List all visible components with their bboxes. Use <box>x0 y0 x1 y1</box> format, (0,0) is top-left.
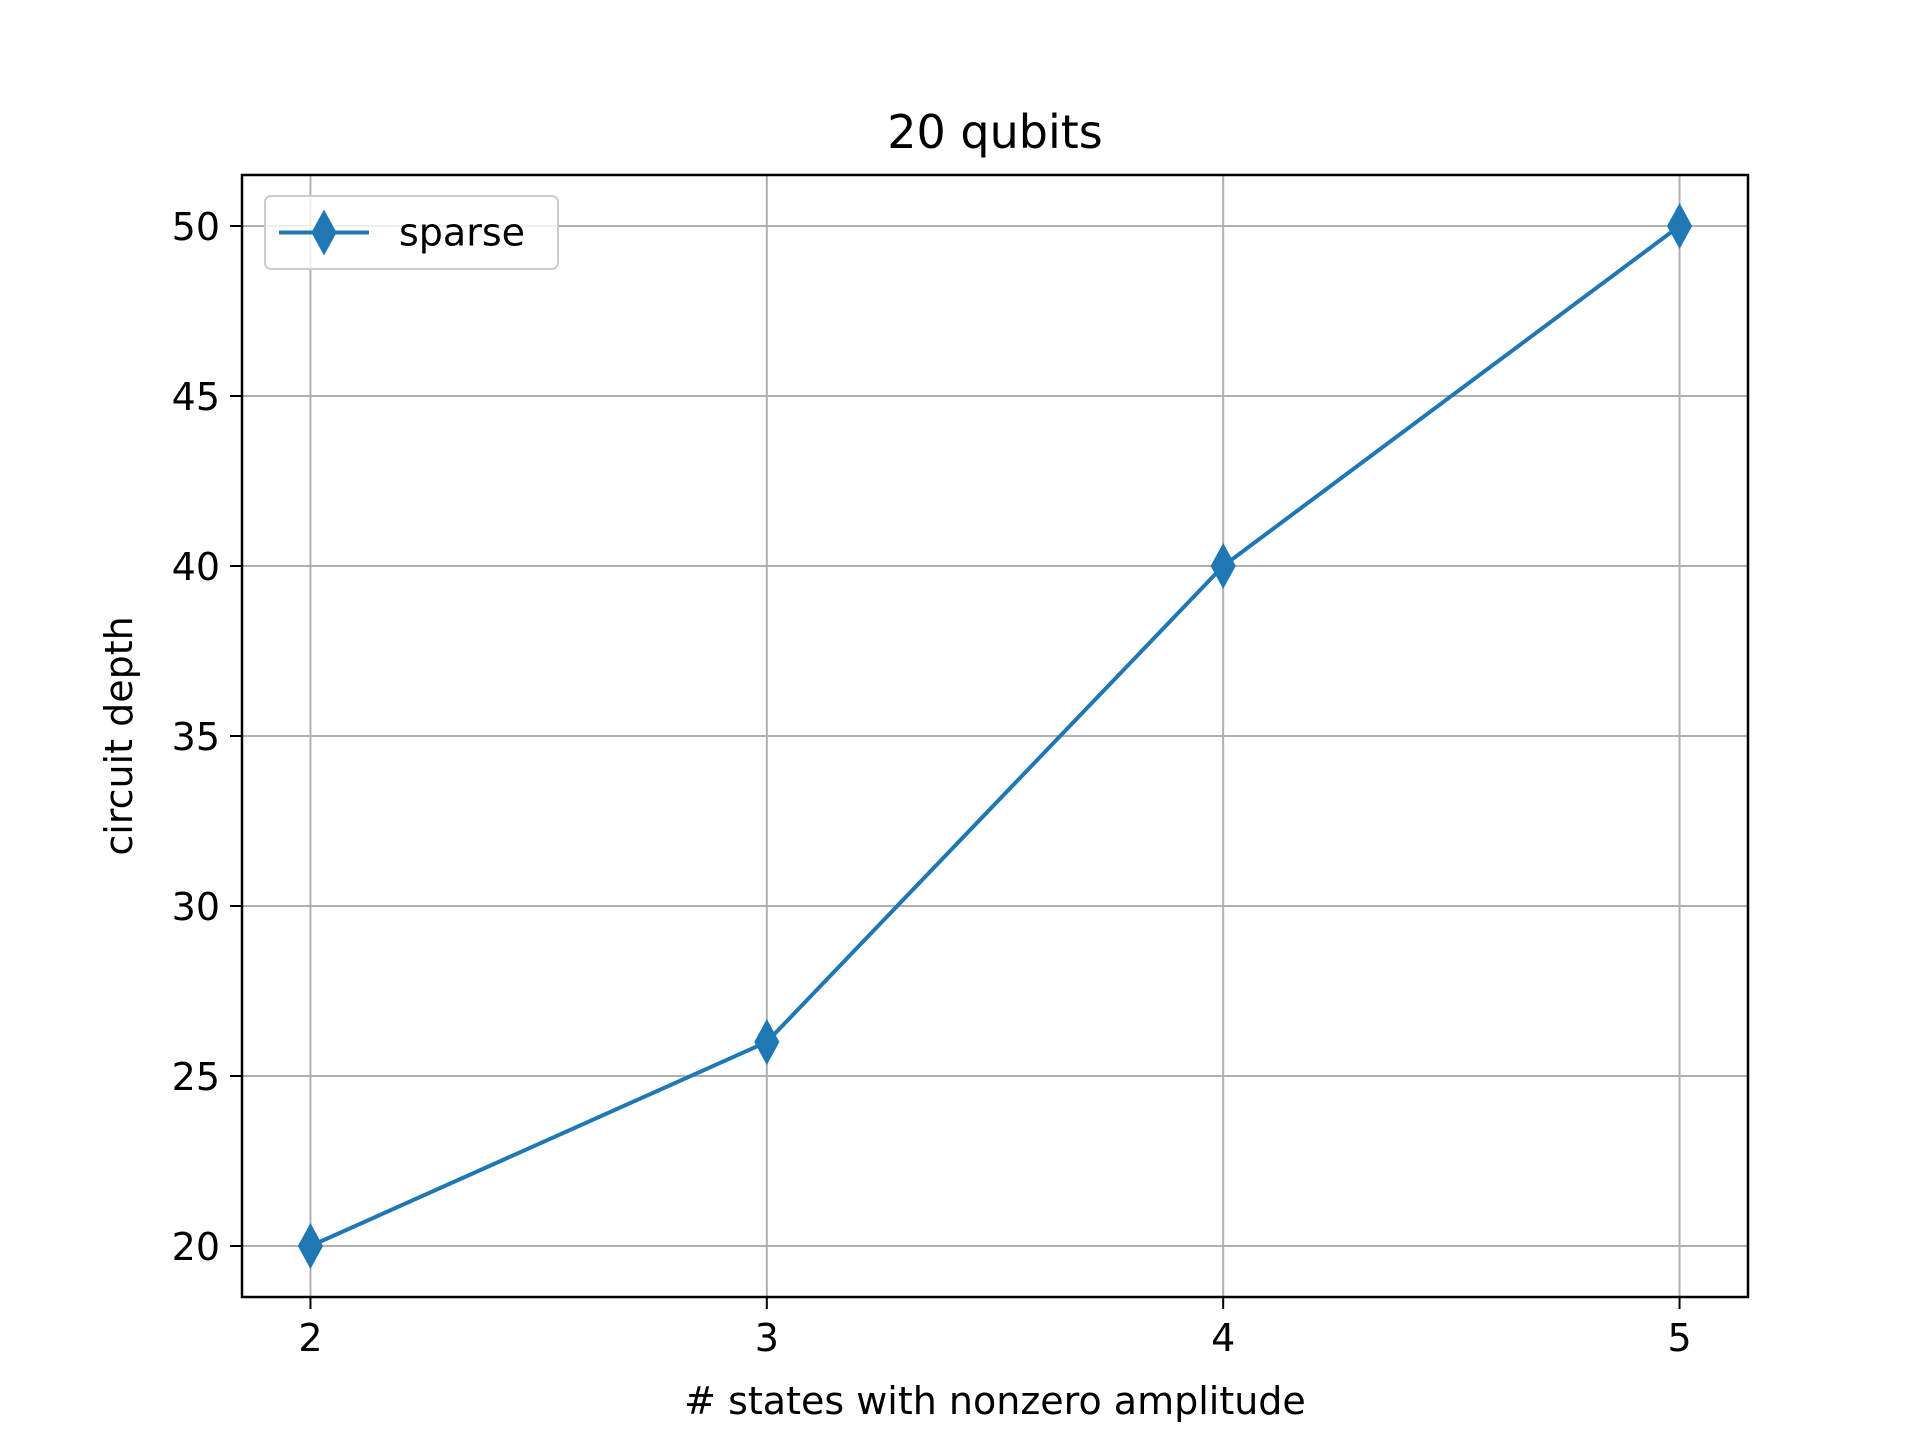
data-point-marker <box>1210 542 1236 590</box>
legend-label: sparse <box>399 211 525 255</box>
legend: sparse <box>264 195 559 270</box>
series-layer <box>297 202 1693 1270</box>
data-point-marker <box>754 1018 780 1066</box>
y-tick-label: 30 <box>172 885 220 929</box>
legend-marker <box>311 209 337 256</box>
x-tick-label: 5 <box>1667 1316 1691 1360</box>
chart-title: 20 qubits <box>887 105 1103 159</box>
y-tick-label: 40 <box>172 545 220 589</box>
series-line <box>309 224 1681 1248</box>
y-tick-label: 45 <box>172 375 220 419</box>
y-tick-label: 25 <box>172 1055 220 1099</box>
y-tick-label: 20 <box>172 1225 220 1269</box>
grid <box>242 175 1748 1297</box>
x-tick-label: 4 <box>1211 1316 1235 1360</box>
y-axis-label: circuit depth <box>97 616 141 855</box>
x-axis-label: # states with nonzero amplitude <box>684 1379 1306 1423</box>
legend-box <box>264 195 559 270</box>
x-tick-label: 3 <box>755 1316 779 1360</box>
y-tick-label: 35 <box>172 715 220 759</box>
data-point-marker <box>297 1222 324 1270</box>
data-point-marker <box>1666 202 1693 250</box>
y-tick-label: 50 <box>172 205 220 249</box>
x-tick-label: 2 <box>298 1316 322 1360</box>
